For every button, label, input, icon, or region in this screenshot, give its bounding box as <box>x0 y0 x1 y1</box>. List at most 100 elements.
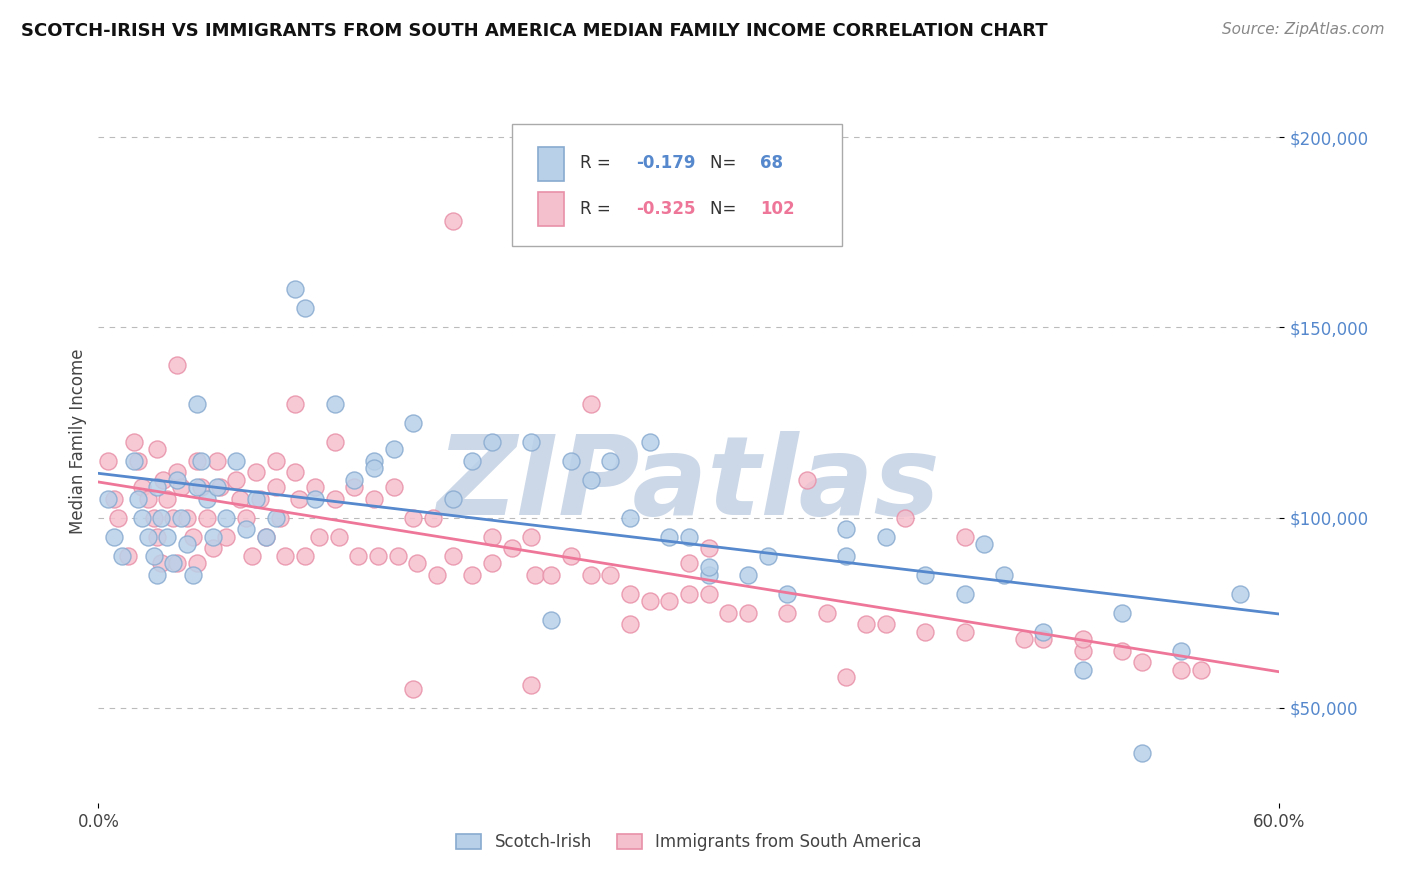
Point <box>97 491 120 506</box>
Point <box>402 416 425 430</box>
Point <box>1032 624 1054 639</box>
Point <box>540 613 562 627</box>
Point <box>195 510 218 524</box>
Point <box>304 491 326 506</box>
Point <box>638 594 661 608</box>
Point <box>235 522 257 536</box>
Point <box>235 510 257 524</box>
Point <box>953 587 976 601</box>
Point <box>264 480 287 494</box>
Point <box>382 442 405 457</box>
Text: N=: N= <box>710 200 742 218</box>
Point <box>117 549 139 563</box>
Point <box>402 681 425 696</box>
Point <box>540 567 562 582</box>
Text: 102: 102 <box>759 200 794 218</box>
Text: SCOTCH-IRISH VS IMMIGRANTS FROM SOUTH AMERICA MEDIAN FAMILY INCOME CORRELATION C: SCOTCH-IRISH VS IMMIGRANTS FROM SOUTH AM… <box>21 22 1047 40</box>
Point <box>579 567 602 582</box>
Point <box>150 556 173 570</box>
Point <box>347 549 370 563</box>
Point <box>678 530 700 544</box>
Point <box>122 453 145 467</box>
Point <box>254 530 277 544</box>
Point <box>136 530 159 544</box>
Point <box>166 473 188 487</box>
Point <box>215 510 238 524</box>
Point <box>599 453 621 467</box>
Point <box>973 537 995 551</box>
Point <box>697 587 720 601</box>
Text: ZIPatlas: ZIPatlas <box>437 432 941 539</box>
Point <box>254 530 277 544</box>
Point <box>481 434 503 449</box>
Point <box>127 453 149 467</box>
Point <box>304 480 326 494</box>
Point <box>441 491 464 506</box>
Point <box>166 359 188 373</box>
Point <box>111 549 134 563</box>
Point <box>363 461 385 475</box>
Point <box>619 587 641 601</box>
Point <box>1111 606 1133 620</box>
Point <box>131 480 153 494</box>
Point <box>181 530 204 544</box>
Point <box>717 606 740 620</box>
Point <box>152 473 174 487</box>
Point <box>162 510 184 524</box>
Point <box>367 549 389 563</box>
Point <box>461 567 484 582</box>
Point <box>1189 663 1212 677</box>
Point <box>953 624 976 639</box>
Point <box>1111 643 1133 657</box>
Point <box>127 491 149 506</box>
Point <box>190 453 212 467</box>
Point <box>953 530 976 544</box>
Point <box>894 510 917 524</box>
Point <box>166 556 188 570</box>
Point <box>737 606 759 620</box>
Point <box>186 480 208 494</box>
Point <box>146 530 169 544</box>
Point <box>170 480 193 494</box>
Point <box>1032 632 1054 647</box>
Point <box>146 480 169 494</box>
Point <box>835 670 858 684</box>
Text: R =: R = <box>581 154 616 172</box>
Point <box>520 434 543 449</box>
Point <box>776 587 799 601</box>
Point <box>560 549 582 563</box>
Point <box>205 453 228 467</box>
Point <box>796 473 818 487</box>
Point <box>914 567 936 582</box>
Text: R =: R = <box>581 200 616 218</box>
Point <box>142 510 165 524</box>
Point <box>186 556 208 570</box>
Point <box>406 556 429 570</box>
Text: -0.325: -0.325 <box>636 200 696 218</box>
Point <box>697 567 720 582</box>
Point <box>284 465 307 479</box>
Point <box>245 491 267 506</box>
Point <box>288 491 311 506</box>
Point <box>619 510 641 524</box>
Point <box>560 453 582 467</box>
Point <box>678 587 700 601</box>
Point <box>162 556 184 570</box>
Point <box>756 549 779 563</box>
Text: N=: N= <box>710 154 742 172</box>
Point <box>363 491 385 506</box>
Point <box>1012 632 1035 647</box>
Point <box>520 678 543 692</box>
Point <box>1229 587 1251 601</box>
Point <box>146 567 169 582</box>
Point <box>441 214 464 228</box>
Point <box>638 434 661 449</box>
Point <box>122 434 145 449</box>
Point <box>855 617 877 632</box>
Point <box>205 480 228 494</box>
Point <box>343 480 366 494</box>
Point <box>343 473 366 487</box>
Point <box>240 549 263 563</box>
Point <box>422 510 444 524</box>
Point <box>131 510 153 524</box>
